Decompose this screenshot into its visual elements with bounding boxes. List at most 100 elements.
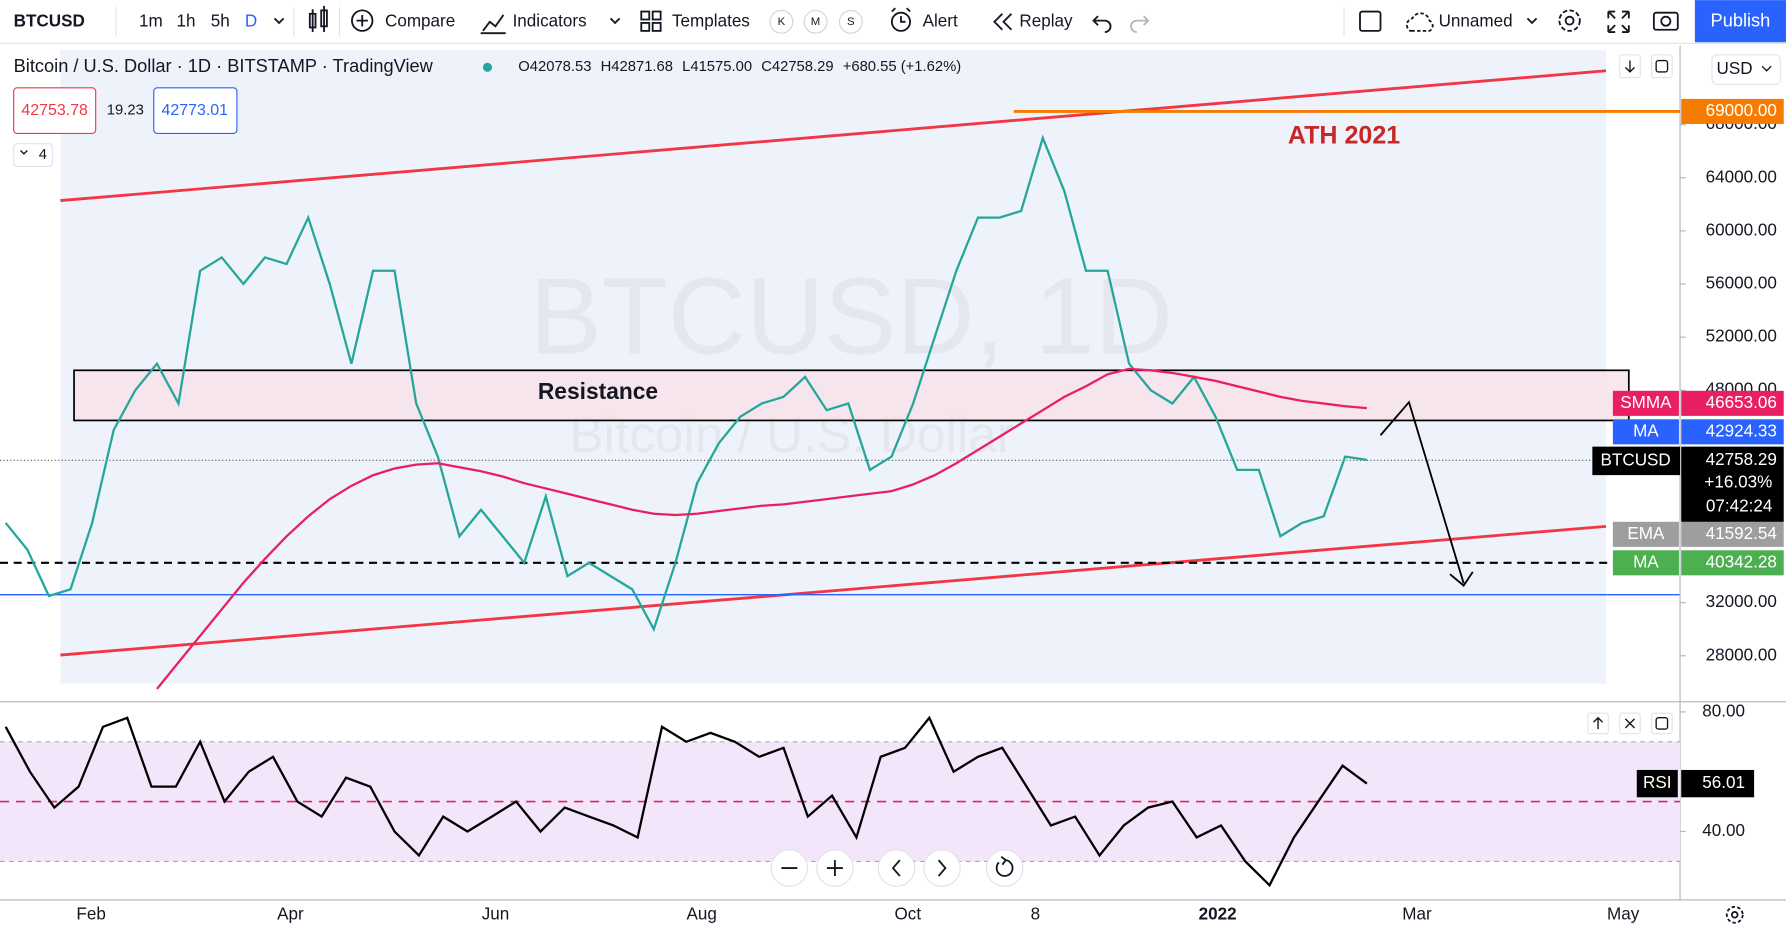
badge[interactable] xyxy=(838,9,863,34)
projection-arrow xyxy=(1379,400,1474,587)
pane-button[interactable] xyxy=(1651,54,1673,79)
badge[interactable] xyxy=(769,9,794,34)
fullscreen[interactable] xyxy=(1607,10,1630,33)
x-tick-label: Jun xyxy=(482,904,510,923)
ath-label: ATH 2021 xyxy=(1288,121,1400,149)
range-background xyxy=(60,50,1607,684)
level-label-bg xyxy=(1681,98,1784,124)
interval[interactable]: 1h xyxy=(177,11,196,30)
axis-settings[interactable] xyxy=(1725,905,1744,924)
chevron xyxy=(20,150,28,155)
badge-text: K xyxy=(778,16,786,28)
spread: 19.23 xyxy=(107,103,144,119)
replay-icon[interactable] xyxy=(993,13,1013,31)
publish[interactable]: Publish xyxy=(1711,11,1771,31)
interval[interactable]: 5h xyxy=(211,11,230,30)
price-label-name-bg xyxy=(1592,446,1681,476)
settings[interactable] xyxy=(1558,9,1581,32)
x-tick-label: 2022 xyxy=(1199,904,1237,923)
compare[interactable]: Compare xyxy=(385,11,455,30)
indicators-menu[interactable] xyxy=(609,17,621,25)
interval[interactable]: 1m xyxy=(139,11,163,30)
publish-button[interactable] xyxy=(1694,0,1786,43)
legend-title: Bitcoin / U.S. Dollar · 1D · BITSTAMP · … xyxy=(14,56,434,76)
interval-menu[interactable] xyxy=(273,17,285,25)
reset[interactable] xyxy=(985,849,1024,887)
indicators[interactable]: Indicators xyxy=(513,11,587,30)
ohlc: O42078.53 H42871.68 L41575.00 C42758.29 +680… xyxy=(518,59,961,75)
upper-trendline xyxy=(60,69,1607,203)
layout-icon[interactable] xyxy=(1359,10,1382,32)
indicators-icon[interactable] xyxy=(480,14,506,35)
snapshot[interactable] xyxy=(1652,11,1679,31)
currency-menu xyxy=(1761,65,1772,72)
templates[interactable]: Templates xyxy=(672,11,750,30)
price-label-bg xyxy=(1681,390,1784,416)
price-label-bg xyxy=(1681,550,1784,576)
chart-type[interactable] xyxy=(308,5,328,33)
templates-icon[interactable] xyxy=(640,10,662,32)
scroll-right[interactable] xyxy=(923,849,961,887)
x-tick-label: Apr xyxy=(277,904,304,923)
market-status xyxy=(482,62,493,72)
currency: USD xyxy=(1717,59,1753,78)
interval-active[interactable]: D xyxy=(245,11,257,30)
pane-maximize xyxy=(1655,59,1669,73)
change-label: +16.03% xyxy=(1704,473,1772,492)
sell-box[interactable] xyxy=(13,87,97,134)
badge-text: S xyxy=(847,16,855,28)
ohlc-value: H42871.68 xyxy=(601,59,673,75)
move-up xyxy=(1593,716,1604,730)
watermark-symbol: BTCUSD, 1D xyxy=(530,255,1173,376)
indicators-toggle[interactable] xyxy=(13,143,53,168)
price-label-name: BTCUSD xyxy=(1601,450,1671,469)
countdown: 07:42:24 xyxy=(1706,497,1772,516)
compare-icon[interactable] xyxy=(351,9,374,32)
pane-down xyxy=(1624,60,1635,73)
pane-button[interactable] xyxy=(1651,712,1673,735)
price-label: 40342.28 xyxy=(1706,552,1777,571)
price-label: 42924.33 xyxy=(1706,421,1777,440)
x-tick-label: Mar xyxy=(1402,904,1432,923)
y-tick-label: 56000.00 xyxy=(1706,274,1777,293)
price-label-name-bg xyxy=(1612,390,1679,416)
y-tick-label: 28000.00 xyxy=(1706,645,1777,664)
series-line xyxy=(4,134,1368,633)
currency-box[interactable] xyxy=(1711,54,1781,85)
x-tick-label: May xyxy=(1607,904,1640,923)
layout-menu[interactable] xyxy=(1526,17,1538,25)
price-label-name: EMA xyxy=(1627,524,1665,543)
rsi-label-bg xyxy=(1681,769,1755,798)
x-tick-label: Oct xyxy=(895,904,922,923)
price-label-name-bg xyxy=(1612,550,1679,576)
price-label: 46653.06 xyxy=(1706,393,1777,412)
layout-name[interactable]: Unnamed xyxy=(1439,11,1513,30)
maximize xyxy=(1655,717,1669,730)
ohlc-value: O42078.53 xyxy=(518,59,591,75)
price-label-name-bg xyxy=(1612,419,1679,445)
scroll-left[interactable] xyxy=(877,849,916,887)
cloud-icon[interactable] xyxy=(1406,12,1434,32)
symbol[interactable]: BTCUSD xyxy=(14,11,85,30)
toolbar-bg xyxy=(0,0,1786,44)
y-tick-label: 40.00 xyxy=(1702,821,1745,840)
buy-box[interactable] xyxy=(153,87,238,134)
alert[interactable]: Alert xyxy=(923,11,958,30)
price-label: 41592.54 xyxy=(1706,524,1777,543)
x-tick-label: Aug xyxy=(686,904,716,923)
badge[interactable] xyxy=(803,9,828,34)
alert-icon[interactable] xyxy=(890,7,911,32)
y-tick-label: 60000.00 xyxy=(1706,220,1777,239)
zoom-controls xyxy=(770,849,1024,887)
replay[interactable]: Replay xyxy=(1019,11,1073,30)
redo[interactable] xyxy=(1130,15,1150,33)
y-tick-label: 52000.00 xyxy=(1706,327,1777,346)
price-label-bg xyxy=(1681,419,1784,445)
rsi-label: 56.01 xyxy=(1702,773,1745,792)
ohlc-value: C42758.29 xyxy=(761,59,833,75)
resistance-label: Resistance xyxy=(538,378,658,404)
rsi-label-name: RSI xyxy=(1643,773,1671,792)
x-tick-label: Feb xyxy=(76,904,105,923)
undo[interactable] xyxy=(1092,15,1112,33)
